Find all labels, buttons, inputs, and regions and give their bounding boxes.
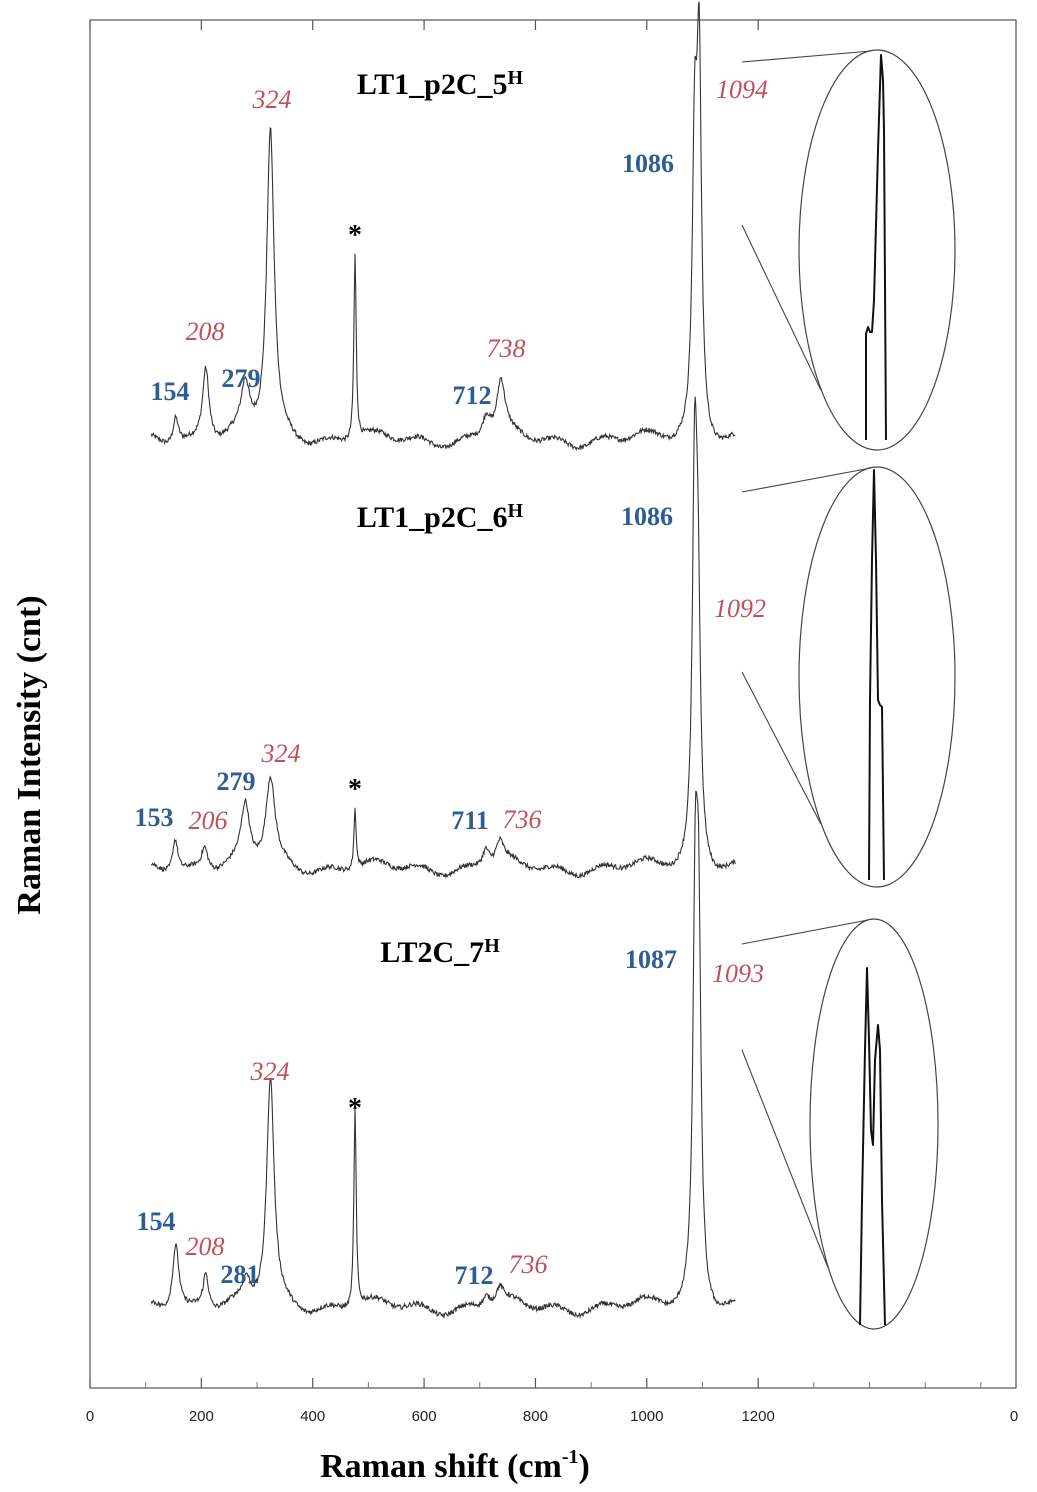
x-tick-label: 1000 xyxy=(630,1408,663,1425)
zoom-insets xyxy=(741,49,956,1330)
peak-label: 1094 xyxy=(716,75,768,104)
peak-label: 712 xyxy=(453,381,492,410)
peak-label: 736 xyxy=(503,805,542,834)
inset-connector xyxy=(741,50,872,63)
peak-label: 324 xyxy=(250,1057,290,1086)
inset-connector xyxy=(741,1049,829,1268)
x-tick-label: 600 xyxy=(412,1408,437,1425)
peak-label: 1093 xyxy=(712,959,764,988)
peak-label: 1086 xyxy=(621,502,673,531)
peak-label: 712 xyxy=(455,1261,494,1290)
peak-label: 1092 xyxy=(714,594,766,623)
peak-label: 206 xyxy=(189,806,228,835)
inset-connector xyxy=(741,467,872,493)
inset-trace xyxy=(868,469,885,881)
inset-connector xyxy=(741,224,822,391)
peak-label: 738 xyxy=(487,334,526,363)
spectrum-trace xyxy=(150,1,736,452)
inset-trace xyxy=(859,967,886,1326)
peak-label: 279 xyxy=(222,364,261,393)
inset-connector xyxy=(741,671,822,825)
peak-label: 154 xyxy=(137,1207,176,1236)
zoom-inset-3 xyxy=(741,918,939,1330)
spectrum-trace xyxy=(150,790,736,1320)
y-axis-title: Raman Intensity (cnt) xyxy=(11,595,48,914)
peak-label: * xyxy=(348,1093,362,1124)
peak-label: 208 xyxy=(186,1232,225,1261)
inset-connector xyxy=(741,919,869,945)
peak-label: 279 xyxy=(217,767,256,796)
spectrum-title: LT1_p2C_5H xyxy=(357,67,524,101)
x-axis-title: Raman shift (cm-1) xyxy=(320,1446,590,1485)
spectra-group: LT1_p2C_5H154208279324*71273810861094LT1… xyxy=(135,1,768,1320)
inset-ellipse xyxy=(809,918,939,1330)
peak-label: 1087 xyxy=(625,945,677,974)
peak-label: 153 xyxy=(135,803,174,832)
peak-label: 1086 xyxy=(622,149,674,178)
plot-frame xyxy=(89,19,1017,1389)
inset-ellipse xyxy=(798,466,956,888)
x-tick-label: 400 xyxy=(300,1408,325,1425)
x-tick-label-right: 0 xyxy=(1010,1408,1018,1425)
inset-ellipse xyxy=(798,49,956,451)
peak-label: 154 xyxy=(151,377,190,406)
x-tick-label: 1200 xyxy=(741,1408,774,1425)
spectrum-trace xyxy=(150,396,736,880)
peak-label: 208 xyxy=(186,317,225,346)
peak-label: 324 xyxy=(252,85,292,114)
x-ticks: 0 200 400 600 800 1000 1200 0 xyxy=(86,20,1018,1425)
peak-label: 324 xyxy=(261,739,301,768)
peak-label: 711 xyxy=(451,806,489,835)
spectrum-title: LT2C_7H xyxy=(380,935,500,969)
x-tick-label: 0 xyxy=(86,1408,94,1425)
zoom-inset-2 xyxy=(741,466,956,888)
spectrum-title: LT1_p2C_6H xyxy=(357,500,524,534)
peak-label: * xyxy=(348,220,362,251)
peak-label: 736 xyxy=(509,1250,548,1279)
peak-label: 281 xyxy=(221,1260,260,1289)
peak-label: * xyxy=(348,774,362,805)
spectrum-1: LT1_p2C_5H 154 208 279 324 * 712 738 1086 1094 xyxy=(150,1,768,452)
zoom-inset-1 xyxy=(741,49,956,451)
inset-trace xyxy=(865,54,887,441)
x-tick-label: 200 xyxy=(189,1408,214,1425)
x-tick-label: 800 xyxy=(523,1408,548,1425)
